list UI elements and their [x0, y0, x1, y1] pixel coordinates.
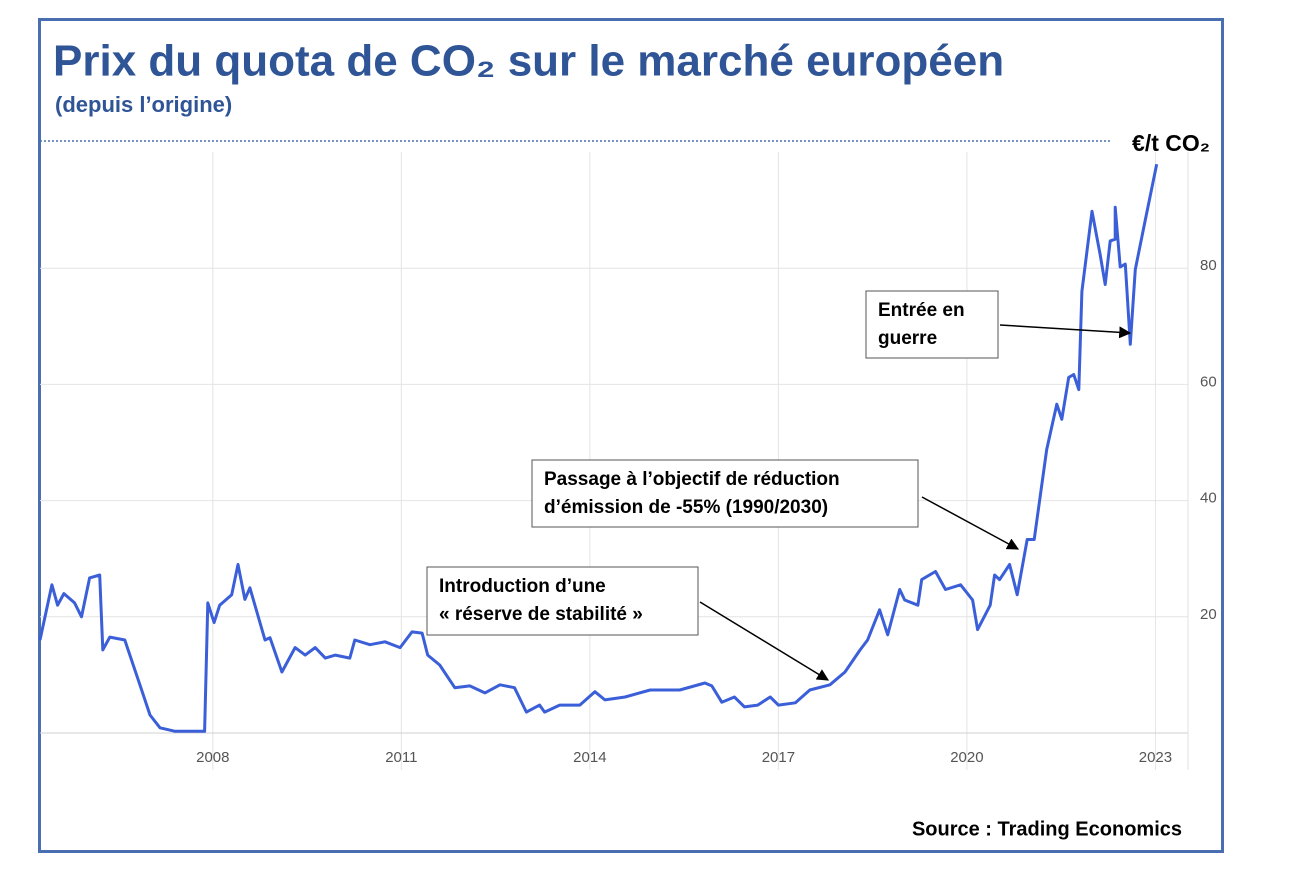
plot-area: 20 40 60 80 2008 2011 2014 2017 2020 2023 — [38, 152, 1217, 770]
annotation-arrow — [999, 324, 1132, 339]
y-tick-label: 20 — [1200, 606, 1217, 623]
annotation-box — [531, 459, 919, 528]
chart-title: Prix du quota de CO₂ sur le marché europ… — [53, 37, 1004, 86]
y-tick-label: 60 — [1200, 373, 1217, 390]
y-unit: €/t CO₂ — [1132, 130, 1210, 156]
annotation-arrow — [921, 496, 1020, 550]
annotation-box — [865, 290, 999, 359]
annotation-text: d’émission de -55% (1990/2030) — [544, 497, 828, 518]
x-tick-label: 2023 — [1139, 749, 1172, 766]
annotations: Entrée en guerre Passage à l’objectif de r… — [426, 290, 1132, 681]
x-tick-label: 2014 — [573, 749, 606, 766]
annotation-box — [426, 566, 699, 636]
annotation-text: Introduction d’une — [439, 576, 606, 597]
price-line — [38, 163, 1159, 733]
x-tick-label: 2011 — [385, 749, 417, 766]
x-tick-label: 2017 — [762, 749, 795, 766]
y-tick-label: 80 — [1200, 257, 1217, 274]
x-tick-label: 2020 — [950, 749, 983, 766]
annotation-arrow — [699, 601, 830, 681]
annotation-text: Passage à l’objectif de réduction — [544, 469, 840, 490]
annotation-text: « réserve de stabilité » — [439, 604, 643, 625]
x-tick-label: 2008 — [196, 749, 229, 766]
annotation-text: guerre — [878, 328, 937, 349]
y-tick-label: 40 — [1200, 490, 1217, 507]
annotation-text: Entrée en — [878, 300, 965, 321]
source: Source : Trading Economics — [912, 818, 1182, 840]
frame — [38, 18, 1224, 853]
chart-subtitle: (depuis l’origine) — [55, 92, 232, 117]
